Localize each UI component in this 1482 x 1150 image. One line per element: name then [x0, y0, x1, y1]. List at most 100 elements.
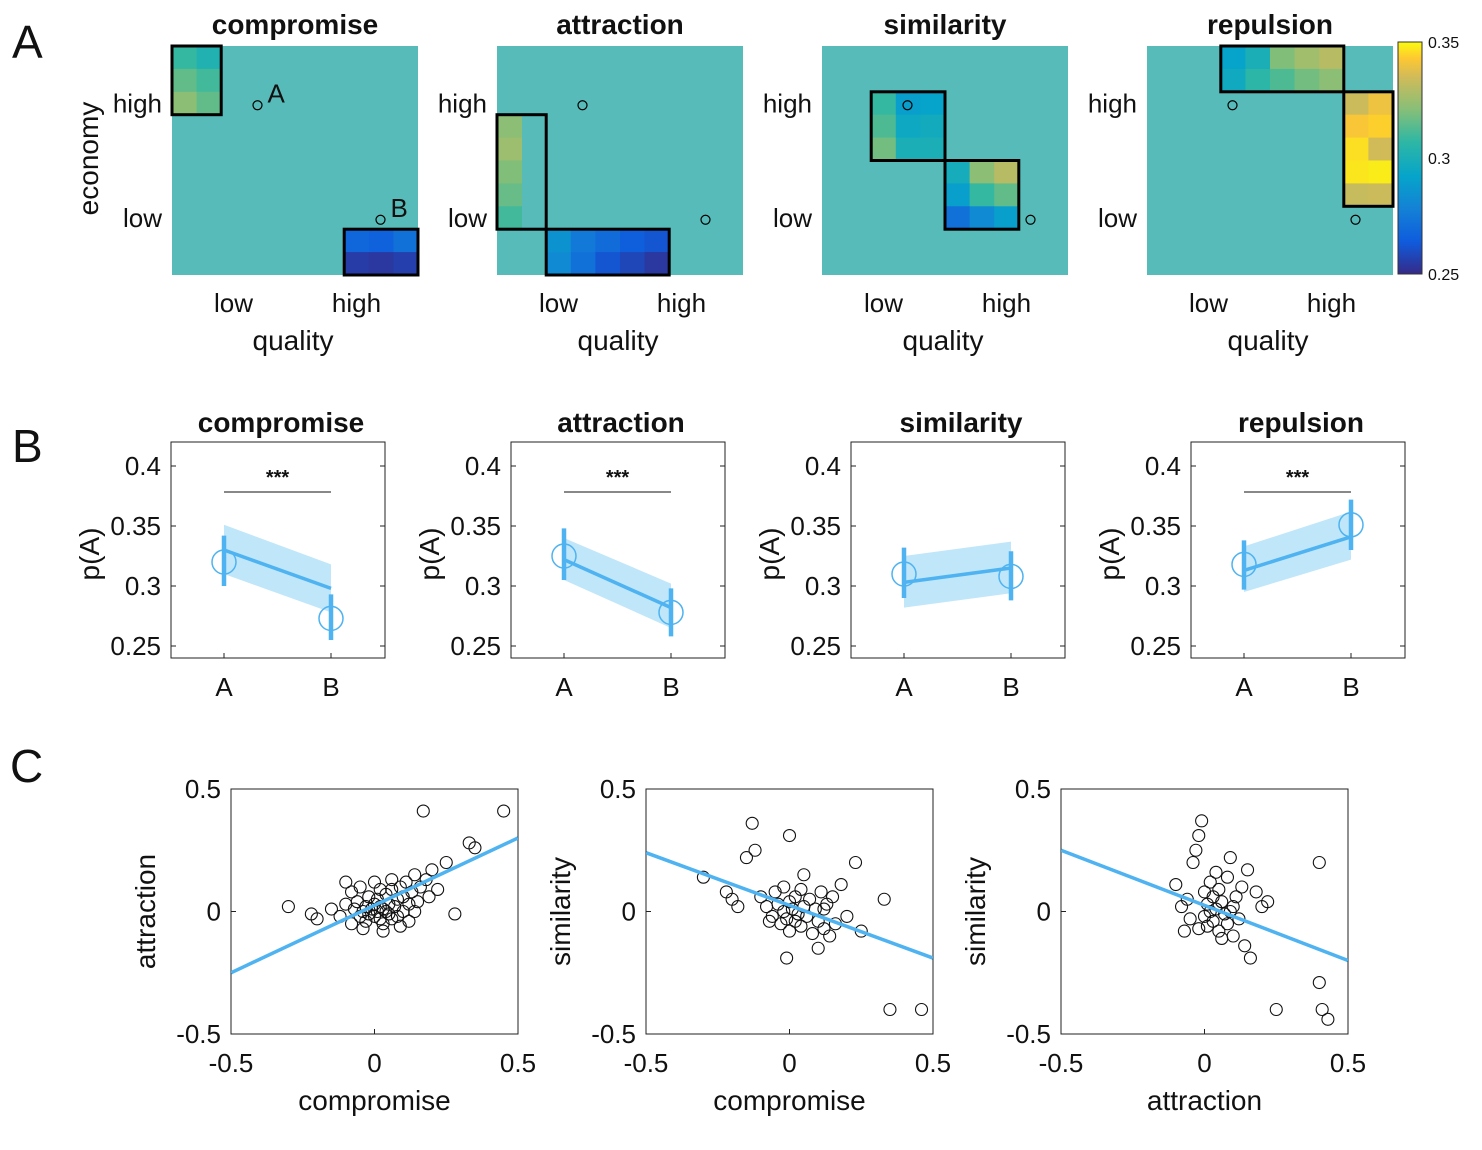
y-tick-label: low — [1098, 203, 1137, 233]
y-tick-label: 0 — [622, 897, 636, 927]
heatmap-cell — [920, 91, 946, 116]
heatmap-cell — [1319, 68, 1345, 93]
heatmap-cell — [570, 229, 596, 253]
heatmap-cell — [1294, 68, 1320, 93]
x-axis-label: quality — [578, 325, 659, 356]
scatter-point — [745, 816, 759, 830]
scatter-point — [339, 875, 353, 889]
scatter-compromise-vs-attraction: -0.5-0.5 0 0 0.5 0.5 compromise attraction — [130, 774, 536, 1116]
heatmap-cell — [1220, 46, 1246, 70]
scatter-point — [393, 919, 407, 933]
scatter-point — [468, 841, 482, 855]
heatmap-cell — [172, 91, 197, 116]
scatter-point — [1315, 1002, 1329, 1017]
heatmap-cell — [644, 229, 670, 253]
heatmap-cell — [920, 114, 946, 138]
x-tick-label: A — [895, 672, 913, 702]
y-axis-label: similarity — [545, 857, 576, 966]
scatter-point — [823, 929, 837, 943]
y-tick-label: 0 — [207, 897, 221, 927]
scatter-point — [1215, 931, 1229, 946]
x-tick-label: 0.5 — [915, 1048, 951, 1078]
scatter-point — [310, 912, 324, 926]
scatter-point — [1183, 912, 1197, 926]
colorbar-gradient — [1397, 41, 1423, 275]
scatter-point — [1186, 855, 1200, 870]
heatmap-cell — [497, 137, 522, 161]
scatter-point — [782, 924, 797, 938]
scatter-point — [1269, 1002, 1283, 1017]
x-tick-label: low — [1189, 288, 1228, 318]
y-tick-label: 0.25 — [1130, 631, 1181, 661]
lineplot-compromise: compromise 0.4 0.35 0.3 0.25 A B *** p(A) — [74, 407, 386, 702]
y-axis-label: economy — [73, 102, 104, 216]
heatmap-region-outline — [342, 227, 420, 277]
option-label: A — [268, 78, 286, 108]
heatmap-cell — [1245, 46, 1271, 70]
fit-line — [1243, 535, 1352, 573]
heatmap-cell — [994, 206, 1020, 230]
scatter-point — [1169, 877, 1183, 892]
x-tick-label: -0.5 — [1039, 1048, 1084, 1078]
y-tick-label: high — [763, 88, 812, 118]
option-point — [375, 214, 386, 225]
heatmap-cell — [172, 46, 197, 70]
significance-stars: *** — [266, 467, 290, 489]
scatter-point — [777, 880, 791, 894]
scatter-point — [762, 914, 776, 928]
mean-marker — [658, 599, 684, 626]
x-tick-label: -0.5 — [624, 1048, 669, 1078]
lineplot-title: similarity — [900, 407, 1023, 438]
x-tick-label: 0.5 — [1330, 1048, 1366, 1078]
scatter-point — [1209, 865, 1223, 879]
heatmap-cell — [620, 252, 645, 276]
heatmap-cell — [1343, 137, 1369, 161]
heatmap-region-outline — [495, 113, 548, 231]
heatmap-cell — [969, 160, 995, 184]
x-tick-label: high — [982, 288, 1031, 318]
heatmap-cell — [945, 206, 970, 230]
y-tick-label: high — [438, 88, 487, 118]
scatter-point — [811, 941, 825, 955]
scatter-point — [385, 912, 399, 926]
scatter-point — [1229, 890, 1243, 904]
x-tick-label: -0.5 — [209, 1048, 254, 1078]
heatmap-cell — [945, 183, 970, 207]
scatter-point — [914, 1002, 929, 1017]
option-point — [902, 100, 913, 111]
y-tick-label: 0.3 — [1145, 571, 1181, 601]
scatter-point — [410, 895, 425, 909]
scatter-point — [780, 912, 794, 926]
lineplot-similarity: similarity 0.4 0.35 0.3 0.25 A Bp(A) — [754, 407, 1066, 702]
heatmap-cell — [497, 160, 522, 184]
heatmap-cell — [368, 252, 394, 276]
mean-marker — [998, 563, 1024, 590]
scatter-point — [1192, 828, 1206, 843]
scatter-point — [376, 924, 390, 938]
heatmap-region-outline — [1219, 44, 1346, 94]
y-axis-label: p(A) — [414, 528, 445, 581]
scatter-point — [1243, 951, 1257, 965]
x-axis-label: quality — [903, 325, 984, 356]
plot-frame — [510, 441, 726, 659]
colorbar: 0.35 0.3 0.25 — [1397, 35, 1459, 284]
heatmap-cell — [1368, 160, 1394, 184]
heatmap-cell — [994, 183, 1020, 207]
scatter-point — [1241, 863, 1255, 877]
scatter-point — [877, 892, 891, 906]
heatmap-title: repulsion — [1207, 9, 1333, 40]
heatmap-cell — [1270, 46, 1295, 70]
heatmap-cell — [344, 229, 370, 253]
heatmap-cell — [172, 68, 197, 93]
scatter-point — [780, 951, 794, 965]
x-tick-label: low — [539, 288, 578, 318]
panel-c-scatter-plots: -0.5-0.5000.50.5compromiseattraction-0.5… — [130, 774, 1366, 1116]
scatter-point — [439, 855, 453, 870]
scatter-point — [385, 873, 399, 887]
scatter-point — [416, 804, 430, 818]
heatmap-cell — [497, 114, 522, 138]
x-tick-label: 0 — [1197, 1048, 1211, 1078]
y-tick-label: low — [773, 203, 812, 233]
y-axis-label: p(A) — [754, 528, 785, 581]
